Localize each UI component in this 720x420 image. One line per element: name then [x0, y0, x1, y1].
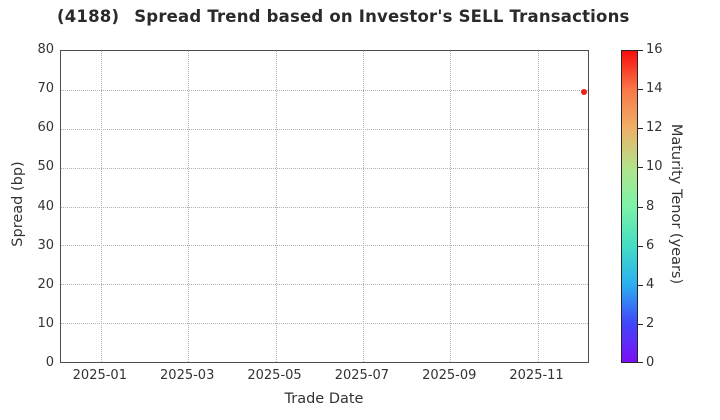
y-tick-label: 10 — [37, 315, 54, 331]
y-tick-label: 80 — [37, 42, 54, 57]
colorbar-tick-mark — [638, 323, 643, 325]
x-tick-label: 2025-05 — [247, 368, 302, 383]
colorbar-tick-mark — [638, 89, 643, 91]
h-gridline — [61, 245, 588, 247]
x-tick-label: 2025-01 — [72, 368, 127, 383]
v-gridline — [100, 51, 102, 362]
v-gridline — [450, 51, 452, 362]
v-gridline — [188, 51, 190, 362]
h-gridline — [61, 206, 588, 208]
h-gridline — [61, 128, 588, 130]
colorbar-tick-label: 16 — [646, 42, 663, 57]
colorbar-tick-label: 2 — [646, 315, 655, 331]
h-gridline — [61, 167, 588, 169]
x-tick-label: 2025-11 — [509, 368, 564, 383]
colorbar-tick-label: 6 — [646, 237, 655, 253]
x-tick-label: 2025-03 — [160, 368, 215, 383]
ticker-code: (4188) — [57, 7, 120, 26]
y-tick-label: 40 — [37, 198, 54, 214]
colorbar-tick-mark — [638, 128, 643, 130]
y-tick-label: 0 — [45, 355, 54, 370]
colorbar-tick-label: 10 — [646, 159, 663, 175]
colorbar-tick-mark — [638, 284, 643, 286]
colorbar-tick-label: 14 — [646, 81, 663, 97]
chart-title-text: Spread Trend based on Investor's SELL Tr… — [134, 7, 630, 26]
plot-area — [60, 50, 589, 363]
h-gridline — [61, 89, 588, 91]
y-tick-label: 20 — [37, 276, 54, 292]
colorbar-tick-mark — [638, 167, 643, 169]
data-point[interactable] — [580, 88, 587, 95]
v-gridline — [275, 51, 277, 362]
x-tick-label: 2025-07 — [334, 368, 390, 383]
v-gridline — [362, 51, 364, 362]
colorbar-tick-label: 12 — [646, 120, 663, 136]
colorbar-tick-label: 8 — [646, 198, 655, 214]
x-axis-label: Trade Date — [284, 391, 364, 407]
colorbar-tick-mark — [638, 362, 643, 363]
colorbar-tick-mark — [638, 206, 643, 208]
colorbar — [621, 50, 638, 363]
chart-title: (4188) Spread Trend based on Investor's S… — [57, 7, 630, 26]
colorbar-tick-label: 0 — [646, 355, 655, 370]
v-gridline — [537, 51, 539, 362]
h-gridline — [61, 323, 588, 325]
colorbar-label: Maturity Tenor (years) — [668, 123, 684, 285]
colorbar-tick-mark — [638, 50, 643, 51]
h-gridline — [61, 284, 588, 286]
y-tick-label: 30 — [37, 237, 54, 253]
y-tick-label: 60 — [37, 120, 54, 136]
y-tick-label: 70 — [37, 81, 54, 97]
colorbar-tick-mark — [638, 245, 643, 247]
y-tick-label: 50 — [37, 159, 54, 175]
x-tick-label: 2025-09 — [422, 368, 477, 383]
colorbar-tick-label: 4 — [646, 276, 655, 292]
